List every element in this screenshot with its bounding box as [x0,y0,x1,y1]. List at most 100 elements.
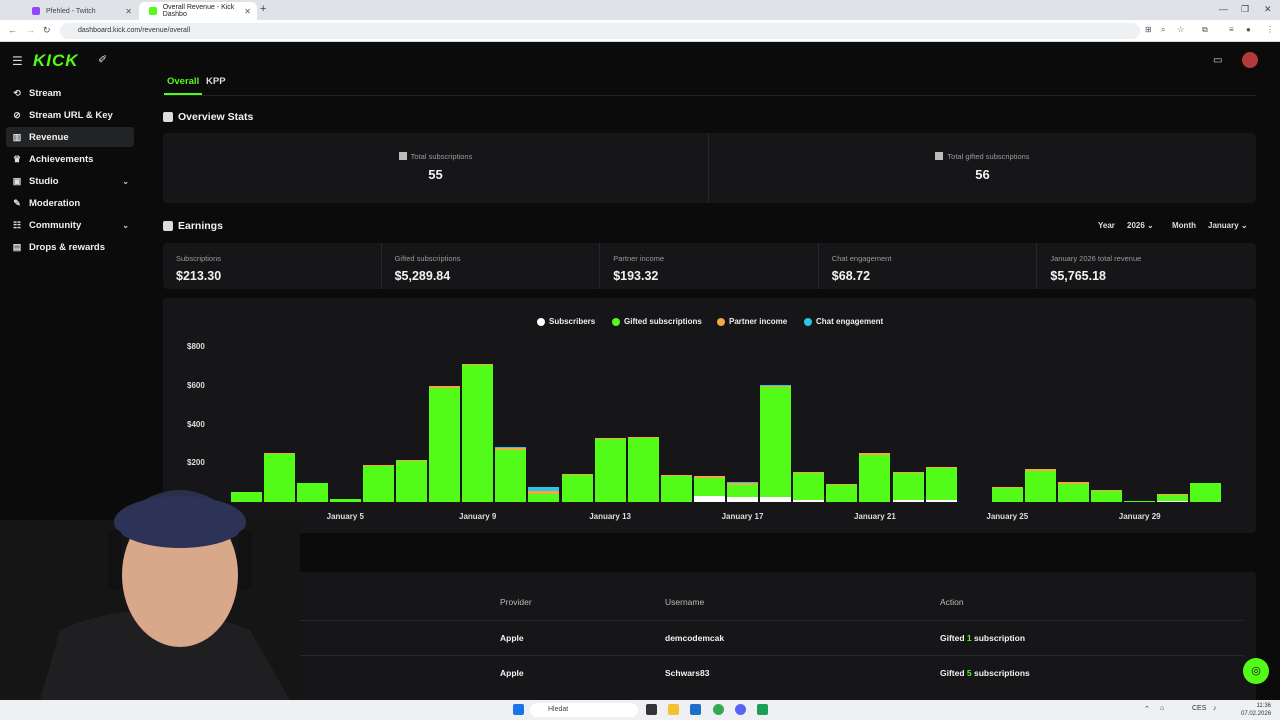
bar-gifted-subscriptions-day-22[interactable] [892,472,924,501]
bar-gifted-subscriptions-day-4[interactable] [296,482,328,502]
bar-gifted-subscriptions-day-25[interactable] [991,488,1023,502]
month-select[interactable]: January ⌄ [1208,221,1248,230]
bar-gifted-subscriptions-day-15[interactable] [660,475,692,502]
bar-gifted-subscriptions-day-17[interactable] [727,484,758,498]
file-explorer-icon[interactable] [668,704,679,715]
bar-subscribers-day-18[interactable] [760,497,792,502]
bar-gifted-subscriptions-day-14[interactable] [627,438,659,502]
bar-chat-engagement-day-17[interactable] [727,481,758,483]
legend-item[interactable]: Chat engagement [804,317,883,326]
sidebar-item-stream-url-key[interactable]: ⊘ Stream URL & Key [6,105,134,125]
bar-gifted-subscriptions-day-18[interactable] [760,386,792,498]
legend-item[interactable]: Partner income [717,317,787,326]
task-view-icon[interactable] [646,704,657,715]
legend-item[interactable]: Subscribers [537,317,595,326]
bar-partner-income-day-8[interactable] [429,385,461,388]
back-icon[interactable]: ← [8,25,17,35]
store-icon[interactable] [690,704,701,715]
bar-partner-income-day-26[interactable] [1024,469,1056,471]
chrome-icon[interactable] [713,704,724,715]
zoom-icon[interactable]: ⌕ [1161,25,1166,34]
bar-gifted-subscriptions-day-2[interactable] [230,492,262,502]
bar-gifted-subscriptions-day-20[interactable] [826,484,858,502]
chevron-down-icon[interactable]: ⌄ [122,176,129,186]
sidebar-item-drops-rewards[interactable]: ▤ Drops & rewards [6,237,134,257]
row-username[interactable]: Schwars83 [665,668,710,678]
menu-icon[interactable]: ☰ [12,54,23,68]
extensions-icon[interactable]: ⧉ [1202,25,1208,34]
bar-partner-income-day-6[interactable] [362,465,394,467]
close-tab-icon[interactable]: ✕ [125,6,132,16]
bar-gifted-subscriptions-day-29[interactable] [1124,501,1156,503]
sidebar-item-revenue[interactable]: ▥ Revenue [6,127,134,147]
bar-gifted-subscriptions-day-13[interactable] [594,439,626,502]
app-icon[interactable] [757,704,768,715]
sidebar-item-stream[interactable]: ⟲ Stream [6,83,134,103]
bar-partner-income-day-10[interactable] [495,447,527,450]
volume-icon[interactable]: ♪ [1213,705,1217,712]
bar-partner-income-day-19[interactable] [793,471,825,473]
bar-gifted-subscriptions-day-31[interactable] [1190,482,1222,502]
bar-subscribers-day-22[interactable] [892,500,924,502]
legend-item[interactable]: Gifted subscriptions [612,317,702,326]
forward-icon[interactable]: → [26,25,35,35]
bar-chat-engagement-day-18[interactable] [760,384,792,386]
new-tab-icon[interactable]: + [260,3,267,15]
discord-icon[interactable] [735,704,746,715]
bar-subscribers-day-30[interactable] [1157,501,1189,503]
minimize-icon[interactable]: — [1219,4,1228,14]
translate-icon[interactable]: ⊞ [1145,25,1152,34]
bar-subscribers-day-17[interactable] [727,497,758,502]
bar-gifted-subscriptions-day-11[interactable] [528,494,560,502]
bar-partner-income-day-21[interactable] [859,452,891,455]
browser-menu-icon[interactable]: ⋮ [1266,25,1274,34]
user-avatar[interactable] [1242,52,1258,68]
bar-gifted-subscriptions-day-30[interactable] [1157,495,1189,502]
bar-partner-income-day-22[interactable] [892,471,924,473]
bar-gifted-subscriptions-day-28[interactable] [1091,491,1123,502]
bar-partner-income-day-27[interactable] [1058,481,1089,484]
bar-partner-income-day-3[interactable] [263,452,295,454]
bar-partner-income-day-17[interactable] [727,482,758,485]
bar-partner-income-day-18[interactable] [760,385,792,387]
bar-subscribers-day-16[interactable] [693,496,725,502]
browser-tab-twitch[interactable]: Pfehled - Twitch ✕ [22,2,138,20]
bar-gifted-subscriptions-day-26[interactable] [1024,471,1056,502]
bookmark-star-icon[interactable]: ☆ [1177,25,1185,34]
bar-gifted-subscriptions-day-10[interactable] [495,449,527,502]
bar-gifted-subscriptions-day-8[interactable] [429,387,461,502]
profile-icon[interactable]: ● [1246,25,1251,34]
close-window-icon[interactable]: ✕ [1264,4,1272,14]
close-tab-icon[interactable]: ✕ [244,6,251,16]
support-chat-button[interactable]: ◎ [1243,658,1269,684]
bar-chat-engagement-day-11[interactable] [528,487,560,492]
tray-chevron-icon[interactable]: ⌃ [1144,706,1150,713]
restore-icon[interactable]: ❐ [1241,4,1250,14]
pin-icon[interactable]: ✐ [98,54,108,66]
row-username[interactable]: demcodemcak [665,633,725,643]
bar-subscribers-day-23[interactable] [925,500,957,502]
bar-partner-income-day-14[interactable] [627,437,659,439]
bar-partner-income-day-30[interactable] [1157,494,1189,496]
bar-gifted-subscriptions-day-23[interactable] [925,467,957,501]
bar-gifted-subscriptions-day-27[interactable] [1058,483,1089,502]
bar-partner-income-day-25[interactable] [991,486,1023,489]
url-input[interactable]: dashboard.kick.com/revenue/overall [60,23,1140,39]
lang-indicator[interactable]: CES [1192,705,1207,712]
reload-icon[interactable]: ↻ [43,25,51,35]
taskbar-search[interactable]: Hledat [530,703,638,717]
sidebar-item-community[interactable]: ☷ Community ⌄ [6,215,134,235]
bar-partner-income-day-15[interactable] [660,474,692,476]
bar-gifted-subscriptions-day-12[interactable] [561,474,593,502]
bar-gifted-subscriptions-day-7[interactable] [396,461,427,502]
chevron-down-icon[interactable]: ⌄ [122,220,129,230]
bar-partner-income-day-12[interactable] [561,473,593,475]
tab-overall[interactable]: Overall [167,76,200,87]
tab-kpp[interactable]: KPP [206,76,226,87]
wallet-icon[interactable]: ▭ [1213,55,1223,66]
bar-partner-income-day-16[interactable] [693,476,725,478]
bar-gifted-subscriptions-day-5[interactable] [329,499,361,502]
bar-gifted-subscriptions-day-19[interactable] [793,472,825,500]
bar-subscribers-day-19[interactable] [793,499,825,502]
kick-logo[interactable]: KICK [33,51,79,70]
